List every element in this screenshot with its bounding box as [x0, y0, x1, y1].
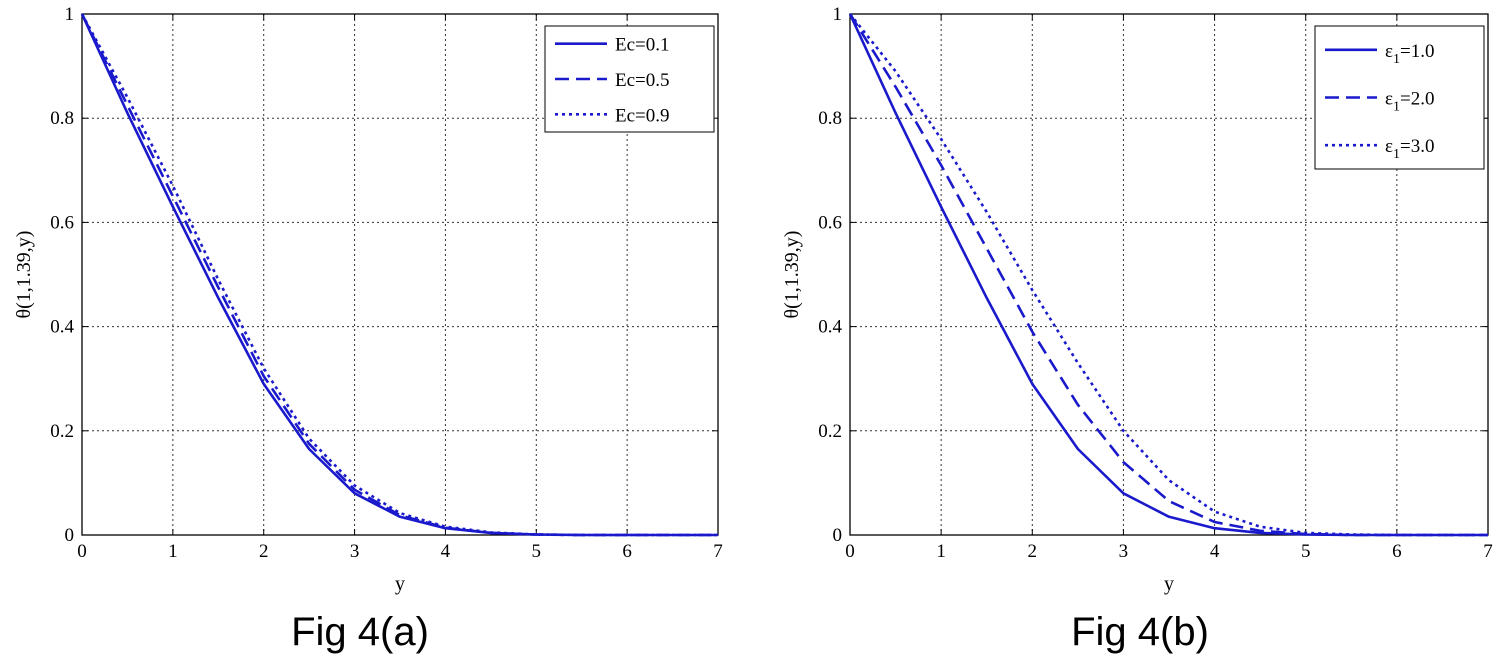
series-line-2	[80, 13, 718, 537]
y-axis-label: θ(1,1.39,y)	[13, 231, 35, 319]
legend-label-1: Ec=0.1	[615, 35, 670, 56]
x-tick-label: 7	[713, 541, 723, 562]
figure-caption: Fig 4(b)	[1071, 610, 1209, 654]
x-tick-label: 2	[259, 541, 269, 562]
x-tick-label: 0	[845, 541, 855, 562]
y-tick-label: 0	[65, 525, 75, 546]
legend-label-main: ε	[1385, 89, 1393, 110]
series-line-3	[80, 13, 718, 537]
y-tick-label: 0.8	[818, 108, 842, 129]
x-tick-label: 5	[532, 541, 542, 562]
figure-caption: Fig 4(a)	[291, 610, 429, 654]
legend-label-main: Ec=0.1	[615, 35, 670, 56]
x-axis-label: y	[1164, 573, 1174, 595]
y-tick-label: 1	[833, 4, 843, 25]
plot-frame	[849, 13, 1489, 536]
legend-label-2: Ec=0.5	[615, 70, 670, 91]
series-line-3	[848, 13, 1488, 537]
x-tick-label: 1	[936, 541, 946, 562]
x-tick-label: 4	[1210, 541, 1220, 562]
x-tick-label: 1	[168, 541, 178, 562]
x-tick-label: 2	[1028, 541, 1038, 562]
legend-label-tail: =3.0	[1400, 136, 1434, 157]
chart-1: 0 1 2 3 4 5 6 7 0 0.2 0.4 0.6 0.8 1 y θ(1,1.39,y) Ec=0.1…	[13, 4, 723, 654]
legend-label-main: ε	[1385, 41, 1393, 62]
legend-label-sub: 1	[1393, 147, 1400, 162]
series-line-2	[848, 13, 1488, 537]
legend-label-main: Ec=0.5	[615, 70, 670, 91]
legend-label-sub: 1	[1393, 52, 1400, 67]
x-tick-label: 3	[1119, 541, 1129, 562]
legend-label-2: ε1=2.0	[1385, 89, 1434, 115]
x-tick-label: 6	[622, 541, 632, 562]
y-tick-label: 0.2	[818, 421, 842, 442]
plot-frame	[81, 13, 719, 536]
y-tick-label: 1	[65, 4, 75, 25]
y-tick-label: 0.6	[818, 212, 842, 233]
x-tick-label: 4	[441, 541, 451, 562]
legend-label-main: Ec=0.9	[615, 105, 670, 126]
x-axis-label: y	[395, 573, 405, 595]
chart-2: 0 1 2 3 4 5 6 700.20.40.60.81yθ(1,1.39,y)ε1=1.0…	[781, 4, 1493, 654]
legend-label-3: Ec=0.9	[615, 105, 670, 126]
legend: Ec=0.1 Ec=0.5 Ec=0.9	[544, 25, 715, 133]
legend-label-3: ε1=3.0	[1385, 136, 1434, 162]
y-tick-label: 0.6	[50, 212, 74, 233]
x-tick-label: 6	[1392, 541, 1402, 562]
x-tick-label: 5	[1301, 541, 1311, 562]
legend-label-tail: =2.0	[1400, 89, 1434, 110]
legend: ε1=1.0ε1=2.0ε1=3.0	[1314, 25, 1485, 170]
x-tick-label: 7	[1483, 541, 1493, 562]
legend-label-1: ε1=1.0	[1385, 41, 1434, 67]
y-tick-label: 0.4	[50, 317, 74, 338]
x-tick-label: 3	[350, 541, 360, 562]
legend-label-main: ε	[1385, 136, 1393, 157]
legend-label-sub: 1	[1393, 100, 1400, 115]
y-tick-label: 0	[833, 525, 843, 546]
legend-label-tail: =1.0	[1400, 41, 1434, 62]
x-tick-label: 0	[77, 541, 87, 562]
y-axis-label: θ(1,1.39,y)	[781, 231, 803, 319]
y-tick-label: 0.8	[50, 108, 74, 129]
y-tick-label: 0.4	[818, 317, 842, 338]
y-tick-label: 0.2	[50, 421, 74, 442]
